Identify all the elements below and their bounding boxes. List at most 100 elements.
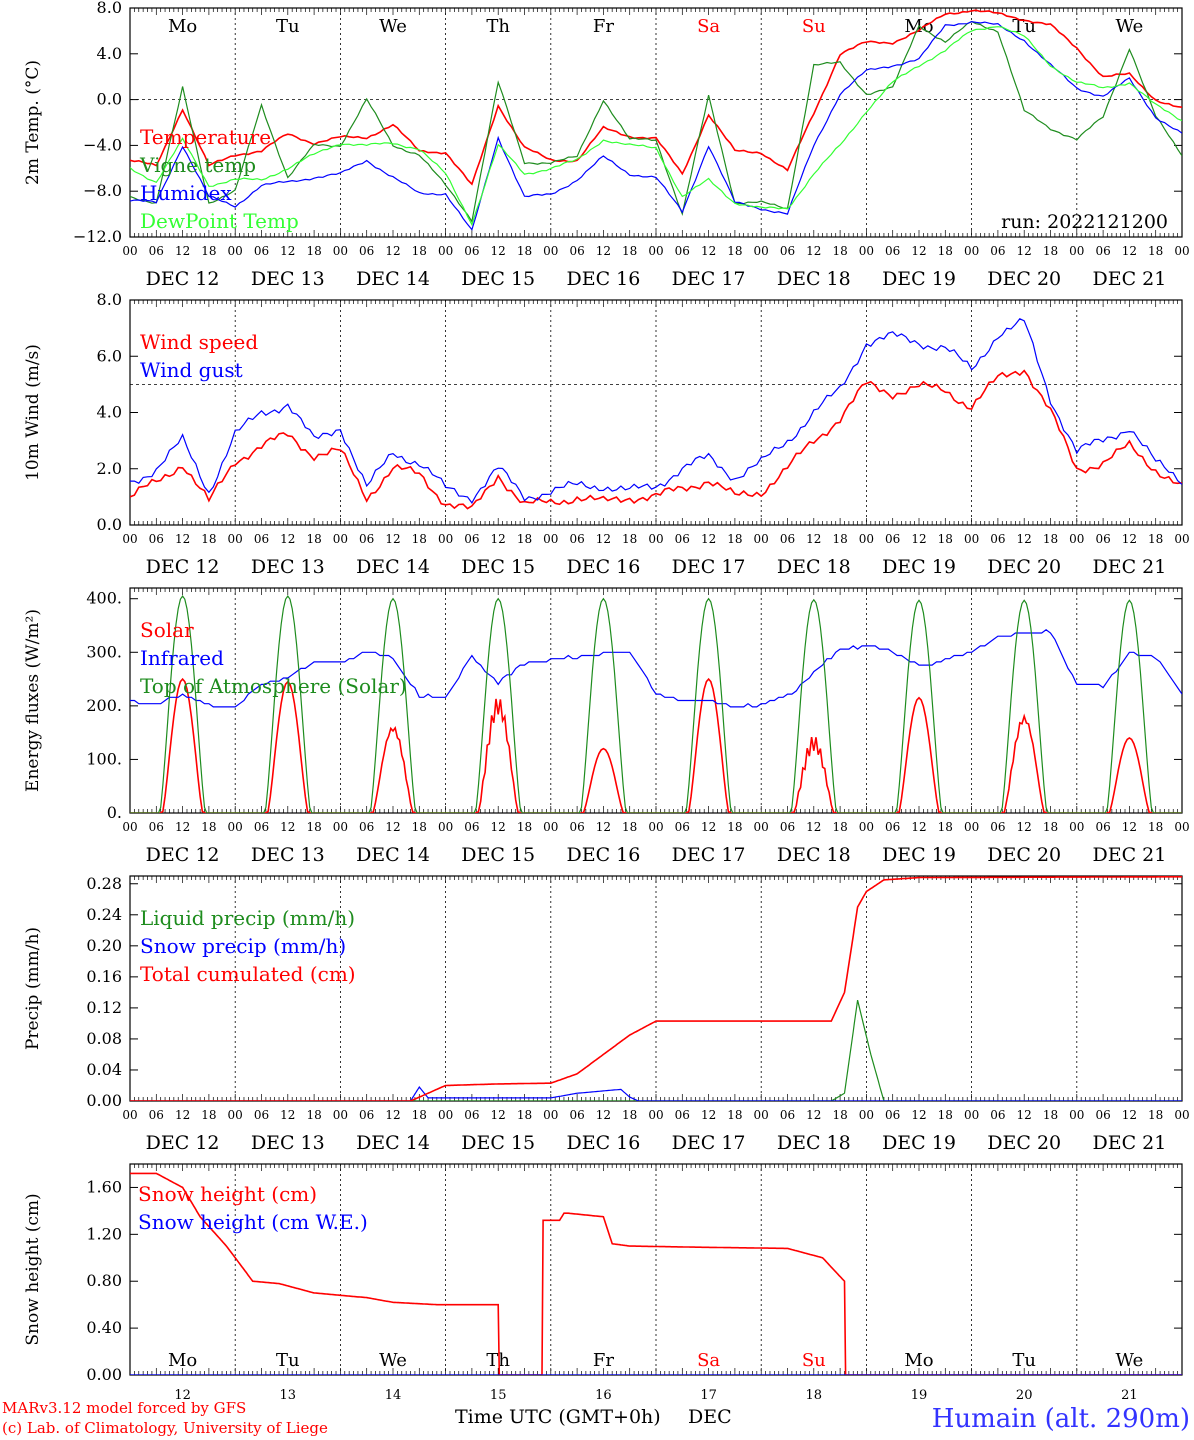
x-date-label: DEC 20: [987, 844, 1061, 866]
weekday-label: Mo: [168, 16, 197, 37]
x-hour-label: 12: [491, 532, 506, 546]
x-hour-label: 18: [412, 244, 427, 258]
x-date-label: DEC 21: [1092, 556, 1166, 578]
x-date-label: DEC 12: [146, 844, 220, 866]
y-tick-label: −8.0: [83, 181, 122, 200]
y-tick-label: 0.12: [86, 998, 122, 1017]
panel-5: 1.60 1.20 0.80 0.40 0.00 Snow height (cm) Mo Tu…: [23, 1163, 1183, 1403]
panel-1: 8.0 4.0 0.0 −4.0 −8.0 −12.0 2m Temp. (°C) 00 06 1…: [23, 0, 1190, 290]
x-hour-label: 00: [859, 820, 874, 834]
x-date-label: DEC 20: [987, 556, 1061, 578]
x-hour-label: 00: [543, 532, 558, 546]
x-date-label: DEC 19: [882, 268, 956, 290]
panel-4: 0.28 0.24 0.20 0.16 0.12 0.08 0.04 0.00 Precip (…: [23, 874, 1190, 1154]
x-hour-label: 06: [780, 1108, 795, 1122]
x-hour-label: 06: [780, 244, 795, 258]
x-hour-label: 12: [1122, 820, 1137, 834]
x-hour-label: 00: [648, 532, 663, 546]
x-hour-label: 18: [412, 820, 427, 834]
x-hour-label: 18: [938, 1108, 953, 1122]
x-hour-label: 18: [306, 1108, 321, 1122]
x-hour-label: 18: [306, 820, 321, 834]
x-hour-label: 18: [412, 532, 427, 546]
x-hour-label: 18: [517, 1108, 532, 1122]
x-hour-label: 18: [1148, 820, 1163, 834]
x-hour-label: 00: [438, 1108, 453, 1122]
y-tick-label: 0.00: [86, 1091, 122, 1110]
x-date-label: DEC 15: [461, 268, 535, 290]
day-number-label: 14: [385, 1388, 402, 1403]
series-line-infrared: [130, 629, 1182, 708]
x-hour-label: 12: [1122, 244, 1137, 258]
x-date-label: DEC 18: [777, 556, 851, 578]
legend-entry: Vigne temp: [139, 153, 256, 177]
x-date-label: DEC 14: [356, 844, 430, 866]
y-axis-label: 10m Wind (m/s): [23, 344, 43, 481]
x-hour-label: 12: [1017, 820, 1032, 834]
weekday-label: We: [1116, 1350, 1144, 1371]
x-hour-label: 06: [464, 532, 479, 546]
weekday-label: Fr: [593, 1350, 614, 1371]
y-tick-label: 0.08: [86, 1029, 122, 1048]
series-line-snow-height-cm-: [130, 1172, 1182, 1375]
x-date-label: DEC 17: [672, 268, 746, 290]
x-hour-label: 00: [333, 532, 348, 546]
weekday-label: Mo: [904, 1350, 933, 1371]
x-hour-label: 00: [1174, 820, 1189, 834]
x-hour-label: 06: [464, 244, 479, 258]
x-hour-label: 18: [622, 244, 637, 258]
x-date-label: DEC 14: [356, 1132, 430, 1154]
x-hour-label: 12: [175, 244, 190, 258]
y-tick-label: 0.16: [86, 967, 122, 986]
x-hour-label: 12: [491, 1108, 506, 1122]
x-hour-label: 06: [569, 820, 584, 834]
x-hour-label: 06: [885, 244, 900, 258]
x-hour-label: 18: [622, 820, 637, 834]
x-hour-label: 12: [280, 1108, 295, 1122]
x-hour-label: 00: [1069, 532, 1084, 546]
series-line-total-cumulated-cm-: [130, 876, 1182, 1101]
x-hour-label: 06: [254, 820, 269, 834]
x-hour-label: 06: [1095, 1108, 1110, 1122]
y-tick-label: 0.0: [97, 90, 122, 109]
y-tick-label: 0.80: [86, 1271, 122, 1290]
x-hour-label: 06: [1095, 244, 1110, 258]
x-hour-label: 18: [1043, 532, 1058, 546]
x-hour-label: 12: [280, 820, 295, 834]
x-hour-label: 18: [201, 532, 216, 546]
x-hour-label: 00: [648, 1108, 663, 1122]
x-hour-label: 00: [859, 532, 874, 546]
panel-3: 400. 300. 200. 100. 0. Energy fluxes (W/m²) 00…: [23, 587, 1190, 866]
legend-entry: Wind gust: [140, 358, 243, 382]
series-line-solar: [130, 677, 1182, 813]
x-date-label: DEC 17: [672, 556, 746, 578]
x-hour-label: 12: [596, 820, 611, 834]
x-hour-label: 18: [832, 532, 847, 546]
x-hour-label: 18: [622, 1108, 637, 1122]
x-hour-label: 06: [464, 820, 479, 834]
day-number-label: 12: [174, 1388, 191, 1403]
x-hour-label: 06: [990, 244, 1005, 258]
day-number-label: 13: [280, 1388, 297, 1403]
x-hour-label: 12: [491, 244, 506, 258]
x-hour-label: 00: [333, 820, 348, 834]
x-hour-label: 18: [517, 244, 532, 258]
x-hour-label: 00: [228, 532, 243, 546]
x-hour-label: 12: [701, 532, 716, 546]
x-date-label: DEC 14: [356, 556, 430, 578]
x-date-label: DEC 18: [777, 844, 851, 866]
x-hour-label: 00: [228, 1108, 243, 1122]
day-number-label: 17: [700, 1388, 717, 1403]
x-date-label: DEC 12: [146, 1132, 220, 1154]
x-date-label: DEC 20: [987, 268, 1061, 290]
y-axis-label: Snow height (cm): [23, 1193, 43, 1345]
x-hour-label: 12: [280, 244, 295, 258]
y-tick-label: 0.24: [86, 905, 122, 924]
x-hour-label: 00: [122, 532, 137, 546]
x-date-label: DEC 20: [987, 1132, 1061, 1154]
x-hour-label: 12: [385, 244, 400, 258]
x-date-label: DEC 15: [461, 844, 535, 866]
x-hour-label: 12: [806, 532, 821, 546]
x-hour-label: 00: [964, 244, 979, 258]
